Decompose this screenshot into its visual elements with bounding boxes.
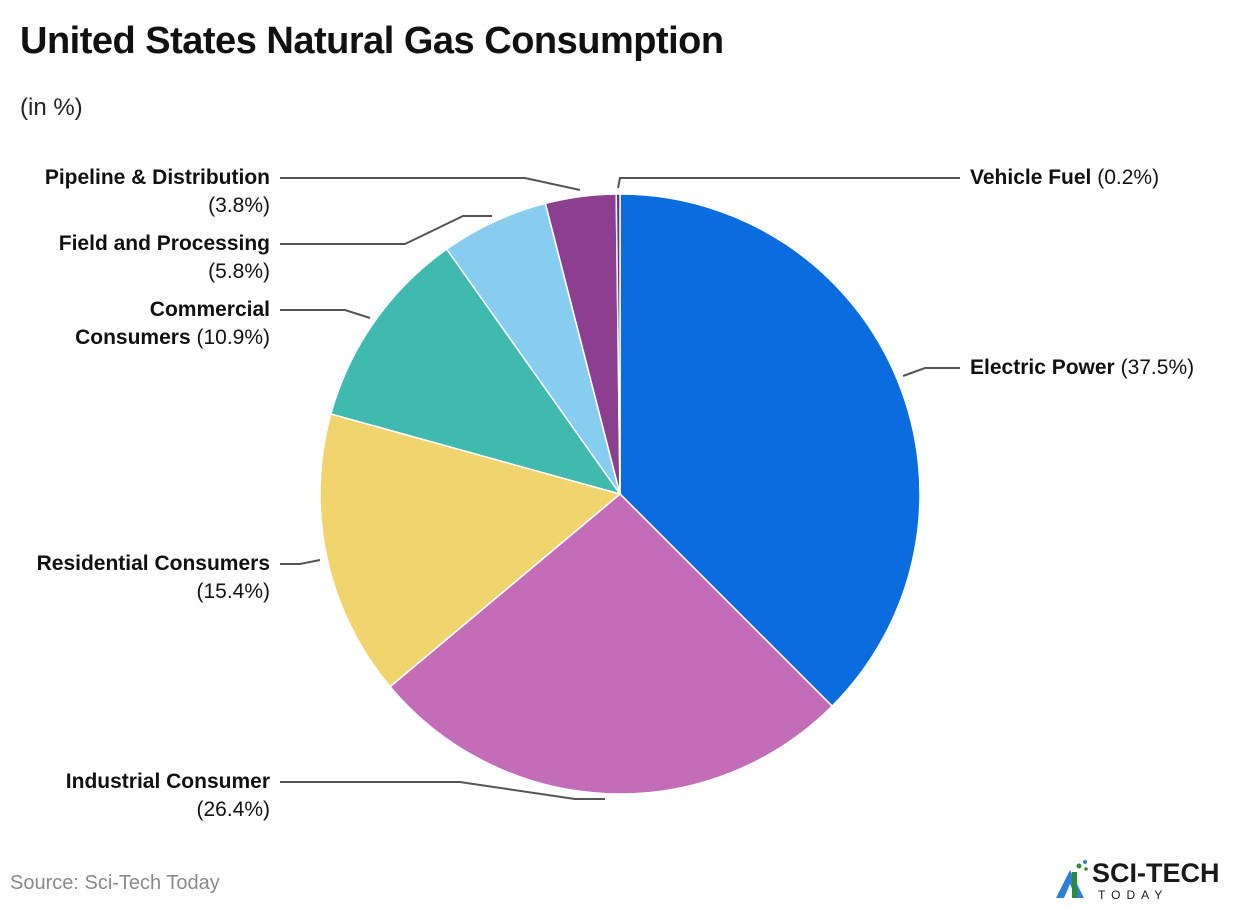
leader-residential — [280, 559, 321, 565]
leader-field — [280, 215, 492, 245]
leader-commercial — [280, 309, 371, 319]
pie-slice-commercial-consumers — [329, 248, 622, 496]
label-name: Consumers — [75, 326, 191, 349]
label-name: Industrial Consumer — [65, 770, 270, 793]
sci-tech-logo: SCI-TECH TODAY — [1052, 858, 1232, 902]
label-residential-consumers: Residential Consumers (15.4%) — [37, 550, 270, 606]
logo-text: SCI-TECH — [1092, 858, 1220, 888]
logo-subtext: TODAY — [1098, 888, 1169, 902]
pie-slices — [319, 193, 921, 795]
leader-electric — [902, 367, 960, 377]
label-commercial-consumers: Commercial Consumers (10.9%) — [75, 296, 270, 352]
pie-slice-electric-power — [619, 193, 921, 708]
label-name: Commercial — [149, 298, 270, 321]
label-value: (5.8%) — [208, 260, 270, 283]
chart-title: United States Natural Gas Consumption — [20, 20, 724, 62]
label-value: (10.9%) — [196, 326, 270, 349]
label-electric-power: Electric Power (37.5%) — [970, 354, 1194, 382]
label-vehicle-fuel: Vehicle Fuel (0.2%) — [970, 164, 1159, 192]
pie-slice-residential-consumers — [319, 413, 622, 688]
label-value: (26.4%) — [196, 798, 270, 821]
label-name: Electric Power — [970, 356, 1115, 379]
source-note: Source: Sci-Tech Today — [10, 872, 220, 894]
label-name: Residential Consumers — [36, 552, 270, 575]
label-value: (15.4%) — [196, 580, 270, 603]
leader-industrial — [280, 781, 605, 800]
label-value: (37.5%) — [1120, 356, 1195, 379]
label-value: (3.8%) — [208, 194, 270, 217]
label-pipeline-distribution: Pipeline & Distribution (3.8%) — [45, 164, 270, 220]
label-name: Vehicle Fuel — [970, 166, 1092, 189]
label-name: Field and Processing — [58, 232, 270, 255]
label-field-processing: Field and Processing (5.8%) — [59, 230, 270, 286]
pie-slice-vehicle-fuel — [615, 193, 621, 495]
chart-subtitle: (in %) — [20, 94, 83, 121]
pie-slice-industrial-consumer — [388, 492, 834, 795]
leader-vehicle — [617, 177, 960, 189]
label-name: Pipeline & Distribution — [44, 166, 270, 189]
leader-pipeline — [280, 177, 581, 191]
leader-lines — [280, 177, 960, 800]
label-industrial-consumer: Industrial Consumer (26.4%) — [66, 768, 270, 824]
label-value: (0.2%) — [1097, 166, 1160, 189]
logo-icon — [1056, 860, 1088, 898]
